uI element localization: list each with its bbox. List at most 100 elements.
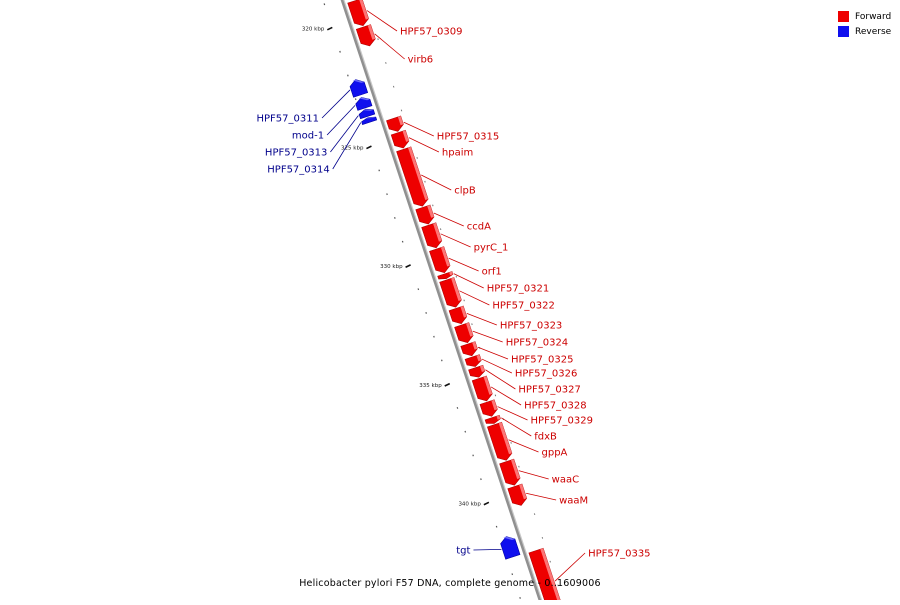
minor-tick-right (510, 441, 512, 444)
label-leader-waam (526, 492, 557, 501)
label-leader-clpb (421, 174, 452, 191)
gene-hpf57-0314 (361, 116, 378, 125)
major-tick (444, 382, 451, 387)
minor-tick (425, 311, 427, 314)
label-leader-fdxb (501, 417, 532, 437)
label-leader-hpf57-0325 (477, 346, 509, 360)
label-leader-hpf57-0328 (490, 386, 522, 406)
gene-highlight-hpf57-0311 (352, 79, 365, 83)
legend-entry-forward: Forward (838, 9, 898, 24)
gene-label-hpf57-0324: HPF57_0324 (506, 338, 568, 349)
gene-highlight-hpf57-0309 (359, 0, 369, 20)
gene-label-hpf57-0314: HPF57_0314 (267, 165, 329, 176)
gene-label-tgt: tgt (456, 546, 470, 557)
label-leader-hpf57-0335 (554, 552, 586, 582)
minor-tick (401, 240, 404, 243)
gene-label-hpaim: hpaim (442, 148, 473, 159)
legend-label-reverse: Reverse (855, 26, 892, 37)
tick-label: 320 kbp (302, 27, 325, 33)
label-leader-hpf57-0326 (481, 358, 513, 374)
gene-label-hpf57-0309: HPF57_0309 (400, 27, 462, 38)
gene-highlight-hpf57-0325 (472, 341, 478, 350)
tick-label: 335 kbp (419, 383, 442, 389)
minor-tick-right (557, 584, 559, 587)
label-leader-orf1 (448, 257, 479, 272)
label-leader-hpaim (408, 137, 440, 153)
minor-tick (339, 50, 341, 53)
label-leader-gppa (508, 439, 539, 453)
gene-highlight-waac (511, 459, 521, 479)
label-leader-pyrc-1 (440, 233, 471, 248)
minor-tick-right (463, 299, 465, 302)
gene-highlight-hpf57-0328 (483, 376, 493, 395)
gene-gppa (487, 421, 513, 461)
label-leader-tgt (473, 549, 502, 551)
gene-label-waac: waaC (552, 475, 579, 486)
minor-tick-right (385, 62, 387, 64)
legend-label-forward: Forward (855, 11, 892, 22)
minor-tick (347, 74, 349, 77)
sequence-backbone (340, 0, 543, 605)
label-leader-hpf57-0329 (497, 406, 528, 421)
gene-highlight-hpf57-0323 (460, 306, 467, 318)
label-leader-hpf57-0323 (466, 312, 497, 326)
gene-label-ccda: ccdA (467, 222, 491, 233)
gene-label-virb6: virb6 (408, 55, 434, 66)
gene-highlight-hpf57-0313 (362, 109, 374, 111)
gene-label-hpf57-0335: HPF57_0335 (588, 549, 650, 560)
gene-hpf57-0313 (358, 108, 376, 120)
gene-label-mod-1: mod-1 (292, 131, 324, 142)
forward-swatch (838, 11, 849, 22)
major-tick (405, 264, 411, 269)
gene-highlight-mod-1 (358, 97, 370, 101)
strand-legend: Forward Reverse (838, 9, 898, 39)
major-tick (366, 145, 372, 150)
gene-highlight-hpf57-0321 (449, 271, 453, 276)
minor-tick (464, 430, 467, 433)
minor-tick (519, 596, 521, 599)
gene-highlight-hpf57-0335 (540, 548, 562, 605)
minor-tick (480, 478, 482, 481)
label-leader-hpf57-0309 (366, 10, 398, 32)
gene-highlight-hpaim (402, 130, 409, 142)
gene-highlight-hpf57-0324 (466, 322, 474, 337)
sequence-caption: Helicobacter pylori F57 DNA, complete ge… (299, 578, 601, 589)
minor-tick (394, 217, 396, 219)
gene-highlight-fdxb (496, 415, 501, 420)
gene-label-hpf57-0326: HPF57_0326 (515, 369, 577, 380)
minor-tick-right (518, 465, 520, 468)
gene-label-hpf57-0313: HPF57_0313 (265, 148, 327, 159)
minor-tick (378, 169, 380, 172)
label-leader-hpf57-0322 (459, 290, 490, 306)
minor-tick (386, 193, 388, 196)
minor-tick-right (400, 109, 403, 112)
minor-tick (354, 98, 357, 101)
gene-label-hpf57-0315: HPF57_0315 (437, 132, 499, 143)
major-tick (326, 26, 333, 31)
minor-tick-right (377, 38, 379, 41)
label-leader-ccda (433, 212, 464, 227)
minor-tick (472, 454, 474, 457)
gene-highlight-orf1 (440, 246, 450, 267)
minor-tick-right (416, 157, 418, 159)
gene-highlight-hpf57-0326 (476, 354, 482, 362)
minor-tick-right (549, 560, 551, 563)
minor-tick (417, 288, 420, 291)
minor-tick (495, 525, 498, 528)
minor-tick (456, 406, 459, 409)
gene-highlight-hpf57-0329 (491, 399, 498, 411)
gene-label-hpf57-0321: HPF57_0321 (487, 284, 549, 295)
gene-highlight-waam (519, 484, 527, 500)
gene-highlight-clpb (408, 146, 429, 200)
tick-label: 340 kbp (458, 502, 481, 508)
label-leader-hpf57-0311 (321, 89, 351, 119)
minor-tick-right (439, 228, 442, 231)
minor-tick (323, 3, 326, 6)
gene-label-hpf57-0325: HPF57_0325 (511, 355, 573, 366)
minor-tick-right (533, 513, 536, 516)
gene-highlight-hpf57-0315 (397, 116, 404, 126)
gene-hpf57-0321 (437, 271, 454, 280)
label-leader-hpf57-0321 (453, 273, 484, 289)
